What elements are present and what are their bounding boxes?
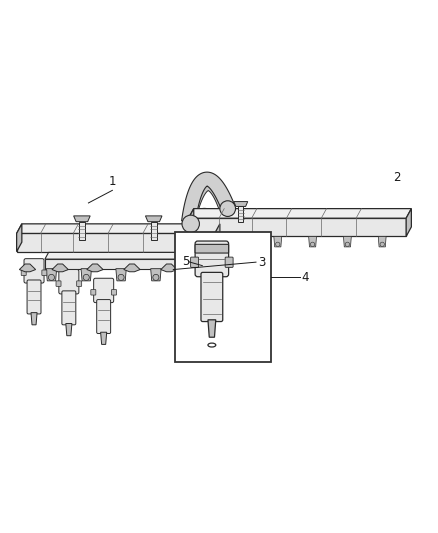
Circle shape [48, 274, 54, 280]
Polygon shape [215, 224, 220, 252]
FancyBboxPatch shape [27, 280, 41, 314]
FancyBboxPatch shape [42, 270, 47, 276]
Circle shape [241, 242, 245, 246]
Circle shape [118, 274, 124, 280]
Polygon shape [274, 237, 282, 247]
Polygon shape [116, 269, 126, 281]
Polygon shape [234, 201, 248, 206]
FancyBboxPatch shape [195, 244, 229, 253]
FancyBboxPatch shape [176, 232, 271, 362]
Polygon shape [239, 237, 247, 247]
Polygon shape [188, 208, 411, 218]
Polygon shape [46, 269, 57, 281]
FancyBboxPatch shape [195, 241, 229, 277]
Circle shape [83, 274, 89, 280]
Circle shape [276, 242, 280, 246]
Circle shape [182, 215, 199, 232]
Polygon shape [45, 253, 208, 259]
FancyBboxPatch shape [191, 257, 198, 268]
Circle shape [345, 242, 350, 246]
Polygon shape [19, 264, 35, 272]
FancyBboxPatch shape [94, 278, 114, 303]
Circle shape [311, 242, 315, 246]
Polygon shape [17, 224, 220, 233]
Polygon shape [161, 264, 177, 272]
Polygon shape [151, 222, 157, 240]
Circle shape [206, 242, 210, 246]
Polygon shape [17, 233, 215, 252]
Polygon shape [188, 208, 194, 237]
FancyBboxPatch shape [97, 300, 111, 334]
Polygon shape [52, 264, 68, 272]
Circle shape [380, 242, 385, 246]
Polygon shape [151, 269, 161, 281]
Polygon shape [183, 179, 231, 227]
Polygon shape [45, 259, 204, 269]
FancyBboxPatch shape [77, 281, 82, 286]
FancyBboxPatch shape [91, 289, 96, 295]
Polygon shape [81, 269, 92, 281]
FancyBboxPatch shape [59, 270, 79, 294]
Polygon shape [184, 208, 229, 245]
Polygon shape [79, 222, 85, 240]
Polygon shape [87, 264, 103, 272]
Polygon shape [17, 224, 22, 252]
FancyBboxPatch shape [62, 291, 76, 325]
Polygon shape [31, 313, 37, 325]
Polygon shape [238, 206, 243, 222]
Polygon shape [74, 216, 90, 222]
Text: 5: 5 [182, 255, 189, 268]
Polygon shape [66, 324, 72, 336]
Polygon shape [378, 237, 386, 247]
Text: 2: 2 [393, 171, 401, 184]
Polygon shape [101, 332, 107, 344]
FancyBboxPatch shape [225, 257, 233, 268]
Polygon shape [182, 172, 234, 223]
FancyBboxPatch shape [21, 270, 26, 276]
Polygon shape [343, 237, 351, 247]
Polygon shape [124, 264, 140, 272]
Polygon shape [145, 216, 162, 222]
Polygon shape [188, 218, 406, 237]
Text: 1: 1 [109, 175, 116, 188]
Polygon shape [406, 208, 411, 237]
FancyBboxPatch shape [201, 272, 223, 321]
Circle shape [153, 274, 159, 280]
FancyBboxPatch shape [112, 289, 117, 295]
FancyBboxPatch shape [56, 281, 61, 286]
FancyBboxPatch shape [24, 259, 44, 283]
Text: 3: 3 [258, 256, 265, 269]
Circle shape [220, 201, 236, 216]
Polygon shape [204, 237, 212, 247]
Text: 4: 4 [302, 271, 309, 284]
Polygon shape [208, 320, 216, 337]
Polygon shape [309, 237, 317, 247]
